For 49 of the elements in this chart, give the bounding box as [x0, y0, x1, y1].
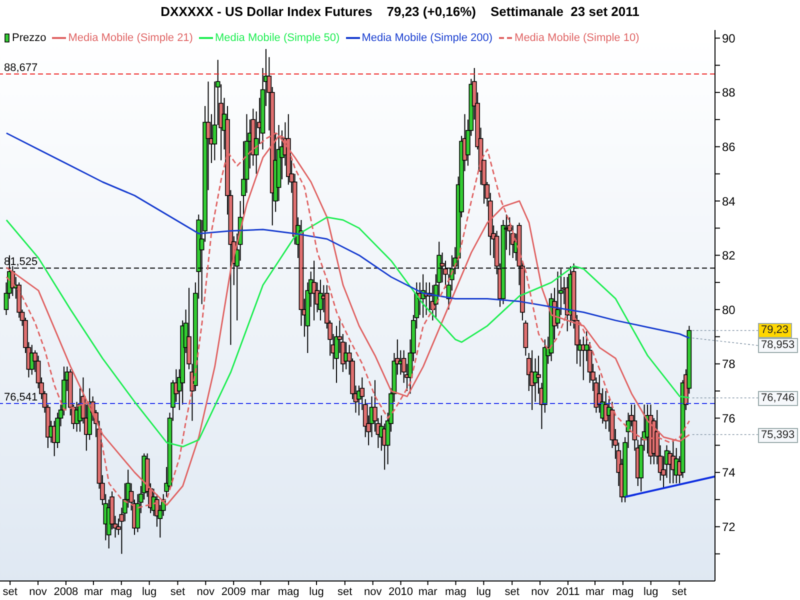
x-tick-label: set [2, 586, 18, 598]
x-tick-label: 2010 [388, 586, 414, 598]
x-tick-label: set [504, 586, 520, 598]
x-tick-label: set [672, 586, 687, 598]
ref-line-label: 88,677 [4, 62, 38, 74]
x-tick-label: 2008 [54, 586, 78, 598]
annotation: 78,953 [758, 338, 798, 354]
x-tick-label: mag [612, 586, 634, 598]
y-tick-label: 72 [722, 520, 736, 534]
y-tick-label: 80 [722, 302, 736, 317]
x-tick-label: mar [418, 586, 438, 598]
ref-line-label: 76,541 [4, 391, 38, 404]
y-tick-label: 84 [722, 194, 736, 208]
x-tick-label: mag [278, 586, 300, 598]
x-tick-label: nov [196, 586, 216, 598]
annotation: 75,393 [758, 428, 798, 443]
x-tick-label: lug [142, 586, 157, 598]
y-tick-label: 78 [722, 357, 736, 372]
chart-title: DXXXXX - US Dollar Index Futures 79,23 (+0,16%) Settimanale 23 set 2011 [160, 4, 640, 19]
x-tick-label: 2009 [221, 586, 246, 598]
x-tick-label: mag [110, 586, 132, 598]
y-tick-label: 76 [722, 411, 736, 426]
x-tick-label: set [338, 586, 352, 598]
x-tick-label: nov [364, 586, 382, 598]
x-tick-label: nov [531, 586, 550, 598]
line-series [6, 132, 690, 339]
legend-label: Media Mobile (Simple 10) [514, 32, 640, 44]
y-tick-label: 74 [722, 466, 736, 480]
x-tick-label: nov [29, 586, 48, 598]
y-tick-label: 88 [722, 86, 736, 100]
x-tick-label: lug [644, 586, 658, 598]
x-tick-label: mar [84, 586, 104, 598]
y-tick-label: 86 [722, 140, 736, 154]
x-tick-label: set [170, 586, 186, 598]
annotation: 76,746 [758, 390, 798, 406]
annotation: 79,23 [758, 323, 792, 338]
line-series [6, 216, 690, 448]
x-tick-label: 2011 [556, 586, 580, 598]
y-tick-label: 82 [722, 248, 736, 263]
legend-label: Media Mobile (Simple 200) [362, 32, 493, 44]
x-tick-label: mar [586, 586, 605, 598]
x-tick-label: mar [251, 586, 270, 598]
legend-label: Prezzo [12, 32, 46, 44]
x-tick-label: mag [445, 586, 466, 598]
y-tick-label: 90 [722, 31, 736, 46]
x-tick-label: lug [476, 586, 492, 598]
x-tick-label: lug [309, 586, 324, 598]
legend-label: Media Mobile (Simple 21) [68, 32, 193, 44]
legend-label: Media Mobile (Simple 50) [214, 32, 340, 44]
